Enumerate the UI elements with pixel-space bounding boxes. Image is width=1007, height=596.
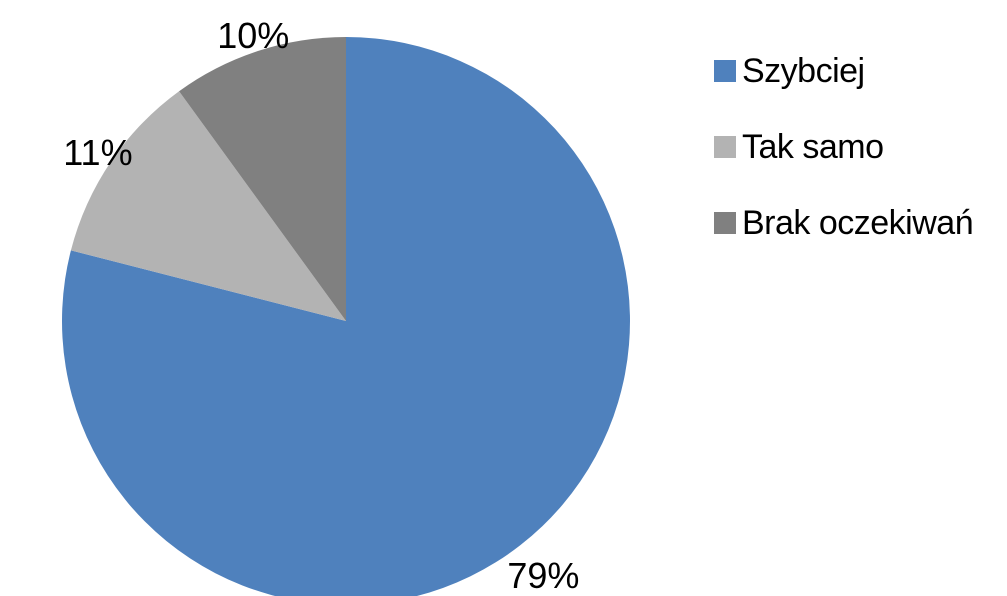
- legend-item-szybciej: Szybciej: [714, 51, 973, 91]
- legend-swatch: [714, 212, 736, 234]
- pie-slice-tak-samo: [70, 91, 347, 322]
- legend-label: Brak oczekiwań: [742, 203, 974, 242]
- legend-item-brak-oczekiwan: Brak oczekiwań: [714, 203, 974, 243]
- legend-swatch: [714, 60, 736, 82]
- pie-data-label: 79%: [507, 555, 579, 596]
- pie-data-label: 10%: [217, 15, 289, 56]
- legend-label: Szybciej: [742, 51, 865, 90]
- pie-data-label: 11%: [63, 132, 132, 173]
- pie-slices: [62, 37, 630, 596]
- pie-data-labels: 79% 11% 10%: [63, 15, 579, 596]
- legend-swatch: [714, 136, 736, 158]
- legend-item-tak-samo: Tak samo: [714, 127, 973, 167]
- legend-label: Tak samo: [742, 127, 884, 166]
- pie-slice-szybciej: [62, 37, 630, 596]
- pie-slice-brak-oczekiwań: [179, 37, 346, 321]
- chart-legend: Szybciej Tak samo Brak oczekiwań: [714, 51, 974, 279]
